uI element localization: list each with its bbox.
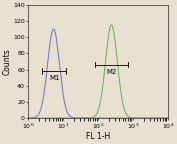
Text: M1: M1	[49, 75, 59, 81]
Y-axis label: Counts: Counts	[3, 48, 12, 75]
Text: M2: M2	[106, 69, 116, 75]
X-axis label: FL 1-H: FL 1-H	[86, 132, 110, 141]
